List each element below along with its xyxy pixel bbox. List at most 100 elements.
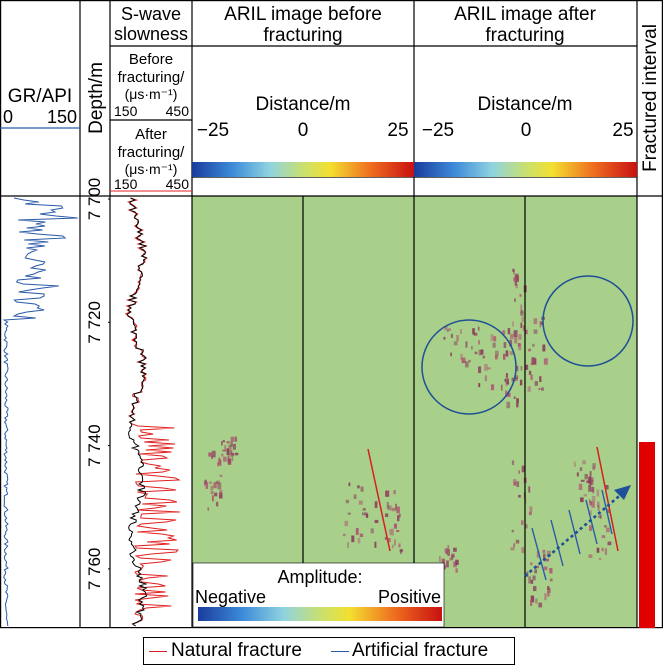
reflection-patch [515, 539, 520, 544]
amplitude-positive: Positive [378, 587, 441, 607]
reflection-patch [477, 326, 480, 331]
swave-after-line1: After [135, 126, 167, 143]
reflection-patch [468, 359, 471, 363]
reflection-patch [516, 481, 520, 487]
reflection-patch [520, 366, 523, 371]
reflection-patch [391, 507, 396, 512]
natural-fracture-swatch [149, 651, 167, 652]
reflection-patch [456, 335, 459, 342]
reflection-patch [543, 358, 548, 365]
reflection-patch [573, 461, 576, 467]
swave-title-line1: S-wave [121, 4, 181, 24]
reflection-patch [370, 528, 374, 534]
reflection-patch [360, 486, 364, 492]
reflection-patch [513, 479, 517, 486]
reflection-patch [447, 545, 450, 552]
reflection-patch [492, 342, 496, 348]
aril-after-axis-label: Distance/m [477, 94, 572, 115]
reflection-patch [511, 460, 515, 465]
reflection-patch [355, 528, 359, 535]
reflection-patch [223, 456, 227, 462]
reflection-patch [533, 329, 538, 334]
swave-after-line2: fracturing/ [118, 144, 186, 161]
reflection-patch [507, 328, 511, 335]
reflection-patch [518, 470, 520, 474]
reflection-patch [589, 477, 594, 481]
reflection-patch [455, 559, 459, 565]
reflection-patch [385, 513, 389, 517]
natural-fracture-label: Natural fracture [171, 640, 302, 661]
reflection-patch [514, 273, 519, 281]
reflection-patch [460, 329, 462, 334]
aril-after-tick-left: −25 [422, 120, 454, 141]
reflection-patch [604, 548, 607, 555]
reflection-patch [528, 486, 531, 493]
reflection-patch [205, 482, 209, 489]
reflection-patch [547, 590, 550, 597]
reflection-patch [503, 353, 506, 360]
reflection-patch [525, 364, 529, 370]
aril-after-title-line2: fracturing [485, 25, 564, 46]
reflection-patch [342, 533, 346, 537]
reflection-patch [234, 452, 239, 456]
reflection-patch [231, 452, 235, 456]
reflection-patch [589, 471, 592, 477]
reflection-patch [389, 529, 393, 536]
reflection-patch [588, 554, 593, 558]
reflection-patch [532, 343, 535, 347]
reflection-patch [204, 479, 207, 484]
reflection-patch [528, 370, 532, 375]
reflection-patch [493, 336, 497, 342]
depth-tick-label: 7 760 [85, 548, 104, 591]
reflection-patch [460, 353, 463, 361]
reflection-patch [541, 387, 544, 391]
reflection-patch [472, 328, 475, 335]
amplitude-colorbar [198, 607, 442, 621]
reflection-patch [580, 497, 584, 503]
gr-title: GR/API [8, 86, 72, 107]
reflection-patch [478, 342, 481, 345]
aril-after-colorbar [414, 162, 637, 177]
reflection-patch [487, 367, 491, 370]
reflection-patch [219, 489, 223, 495]
reflection-patch [516, 398, 519, 404]
reflection-patch [598, 515, 602, 519]
reflection-patch [357, 537, 361, 544]
artificial-fractures [531, 489, 613, 581]
reflection-patch [228, 444, 232, 450]
reflection-patch [606, 509, 610, 513]
aril-before-title-line1: ARIL image before [224, 4, 382, 25]
reflection-patch [217, 482, 222, 490]
reflection-patch [513, 277, 518, 282]
reflection-patch [226, 448, 230, 456]
reflection-patch [447, 549, 450, 556]
swave-after-min: 150 [114, 176, 138, 192]
reflection-patch [507, 378, 509, 385]
reflection-patch [396, 506, 400, 514]
reflection-patch [532, 359, 535, 363]
reflection-patch [576, 472, 579, 477]
reflection-patch [527, 386, 531, 392]
reflection-patch [588, 499, 591, 504]
reflection-patch [446, 329, 449, 333]
reflection-patch [210, 490, 214, 495]
aril-before-tick-left: −25 [197, 120, 229, 141]
reflection-patch [211, 456, 213, 459]
reflection-patch [384, 537, 387, 540]
reflection-patch [543, 566, 548, 571]
reflection-patch [605, 485, 609, 490]
reflection-patch [451, 554, 455, 558]
reflection-patch [580, 479, 585, 482]
artificial-fracture-label: Artificial fracture [352, 640, 489, 661]
reflection-patch [465, 361, 469, 368]
reflection-patch [480, 349, 484, 355]
reflection-patch [229, 450, 233, 455]
aril-after-tick-mid: 0 [521, 120, 532, 141]
reflection-patch [386, 502, 389, 509]
reflection-patch [509, 339, 513, 347]
reflection-patch [600, 514, 602, 519]
reflection-patch [507, 392, 511, 397]
reflection-patch [514, 336, 518, 344]
aril-before-tick-right: 25 [387, 120, 408, 141]
reflection-patch [347, 542, 349, 549]
